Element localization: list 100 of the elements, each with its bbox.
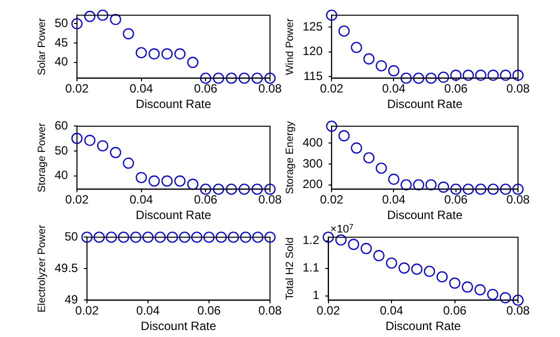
- point: [400, 179, 412, 190]
- point: [450, 184, 462, 195]
- point: [338, 25, 350, 37]
- point: [252, 72, 263, 84]
- point: [187, 178, 198, 190]
- point: [425, 72, 437, 84]
- x-tick-label: 0.02: [65, 192, 89, 207]
- point: [413, 72, 424, 84]
- point: [226, 72, 237, 84]
- point: [475, 184, 486, 195]
- point: [238, 184, 250, 195]
- point: [148, 175, 160, 187]
- point: [474, 284, 486, 296]
- point: [238, 72, 250, 84]
- x-tick-label: 0.04: [380, 304, 404, 318]
- x-tick-label: 0.04: [136, 304, 160, 318]
- y-tick-label: 200: [302, 177, 323, 192]
- x-tick-label: 0.08: [258, 304, 282, 318]
- point: [488, 184, 499, 195]
- point: [500, 184, 512, 195]
- y-tick-label: 400: [302, 136, 323, 150]
- x-tick-label: 0.08: [258, 82, 282, 96]
- point: [122, 28, 134, 40]
- y-tick-label: 115: [303, 69, 323, 84]
- y-tick-label: 45: [54, 35, 68, 50]
- y-tick-label: 120: [302, 44, 323, 58]
- point: [84, 10, 96, 22]
- point: [187, 56, 198, 68]
- point: [462, 70, 474, 81]
- point: [174, 48, 186, 60]
- x-tick-label: 0.02: [320, 82, 344, 96]
- point: [174, 175, 186, 187]
- point: [122, 158, 134, 169]
- point: [462, 184, 474, 195]
- y-tick-label: 1: [312, 288, 320, 302]
- x-tick-label: 0.08: [506, 304, 530, 318]
- x-axis-title: Discount Rate: [387, 97, 463, 112]
- point: [398, 262, 410, 274]
- point: [388, 174, 400, 185]
- point: [413, 179, 424, 190]
- y-axis-title: Solar Power: [36, 18, 48, 76]
- y-tick-label: 1.1: [302, 260, 320, 275]
- point: [488, 70, 499, 81]
- y-tick-label: 50: [54, 16, 68, 30]
- y-tick-label: 49.5: [54, 261, 78, 276]
- point: [500, 292, 511, 304]
- x-tick-label: 0.06: [443, 304, 467, 318]
- point: [148, 48, 160, 60]
- x-tick-label: 0.02: [320, 192, 344, 207]
- point: [161, 48, 173, 60]
- point: [212, 184, 224, 195]
- x-tick-label: 0.06: [194, 192, 218, 207]
- point: [97, 140, 108, 152]
- point: [322, 232, 334, 243]
- point: [264, 72, 276, 84]
- point: [449, 278, 460, 289]
- point: [425, 179, 437, 190]
- point: [226, 184, 237, 195]
- point: [512, 294, 524, 306]
- y-axis-title: Electrolyzer Power: [36, 224, 48, 312]
- point: [136, 172, 147, 184]
- point: [363, 152, 374, 164]
- point: [487, 288, 498, 300]
- point: [376, 60, 387, 72]
- y-axis-title: Total H2 Sold: [284, 237, 296, 300]
- point: [373, 250, 384, 262]
- point: [71, 18, 83, 30]
- point: [350, 42, 362, 54]
- point: [363, 53, 374, 64]
- point: [252, 184, 263, 195]
- point: [376, 162, 387, 174]
- x-tick-label: 0.08: [258, 192, 282, 207]
- point: [264, 184, 276, 195]
- x-tick-label: 0.04: [130, 192, 154, 207]
- point: [84, 134, 96, 146]
- point: [161, 175, 173, 187]
- y-tick-label: 50: [54, 143, 68, 158]
- point: [200, 72, 212, 84]
- point: [512, 184, 524, 195]
- point: [400, 72, 412, 84]
- point: [475, 70, 486, 81]
- y-tick-label: 60: [54, 118, 68, 133]
- point: [110, 14, 122, 26]
- point: [386, 257, 398, 269]
- point: [338, 130, 350, 142]
- x-tick-label: 0.02: [316, 304, 340, 318]
- y-tick-label: 40: [54, 54, 68, 69]
- x-axis-title: Discount Rate: [136, 208, 212, 222]
- x-tick-label: 0.04: [382, 82, 406, 96]
- point: [512, 70, 524, 81]
- x-tick-label: 0.08: [506, 192, 530, 207]
- point: [326, 10, 338, 21]
- point: [71, 132, 83, 144]
- point: [436, 271, 448, 282]
- point: [462, 281, 474, 293]
- x-tick-label: 0.04: [130, 82, 154, 96]
- y-tick-label: 300: [302, 156, 323, 170]
- x-tick-label: 0.06: [197, 304, 221, 318]
- x-tick-label: 0.06: [444, 82, 468, 96]
- point: [335, 234, 347, 246]
